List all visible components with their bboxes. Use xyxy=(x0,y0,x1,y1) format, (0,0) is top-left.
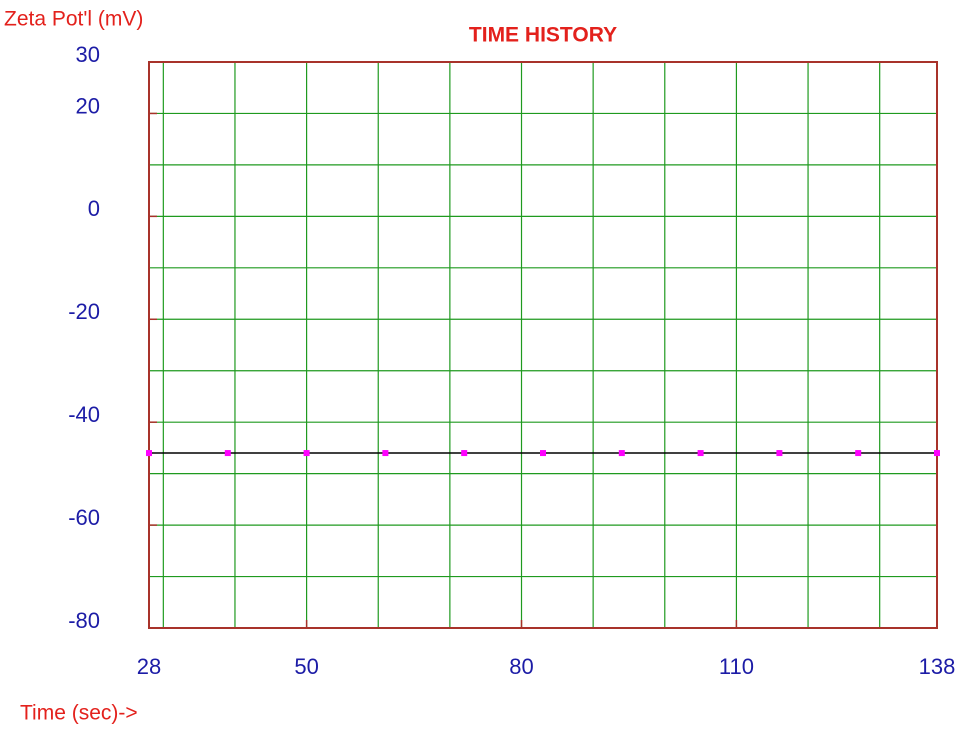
y-tick-label: 30 xyxy=(76,42,100,67)
plot-frame xyxy=(148,61,938,629)
x-tick-label: 80 xyxy=(509,654,533,679)
chart-title: TIME HISTORY xyxy=(469,24,617,47)
x-tick-label: 138 xyxy=(919,654,956,679)
x-tick-label: 50 xyxy=(294,654,318,679)
x-axis-label: Time (sec)-> xyxy=(20,702,138,725)
y-tick-label: -80 xyxy=(68,608,100,633)
y-tick-label: -20 xyxy=(68,299,100,324)
y-axis-label: Zeta Pot'l (mV) xyxy=(4,8,143,31)
point-marker xyxy=(382,450,389,457)
point-marker xyxy=(540,450,546,457)
point-marker xyxy=(855,450,862,457)
y-tick-label: 20 xyxy=(76,93,100,118)
point-marker xyxy=(776,450,783,457)
y-tick-label: -60 xyxy=(68,505,100,530)
point-marker xyxy=(461,450,468,457)
point-marker xyxy=(224,450,231,457)
point-marker xyxy=(303,450,310,457)
point-marker xyxy=(146,450,152,457)
point-marker xyxy=(697,450,704,457)
x-tick-label: 110 xyxy=(719,654,754,679)
point-marker xyxy=(934,450,940,457)
x-tick-label: 28 xyxy=(137,654,161,679)
y-tick-label: -40 xyxy=(68,402,100,427)
y-tick-label: 0 xyxy=(88,196,100,221)
point-marker xyxy=(618,450,625,457)
